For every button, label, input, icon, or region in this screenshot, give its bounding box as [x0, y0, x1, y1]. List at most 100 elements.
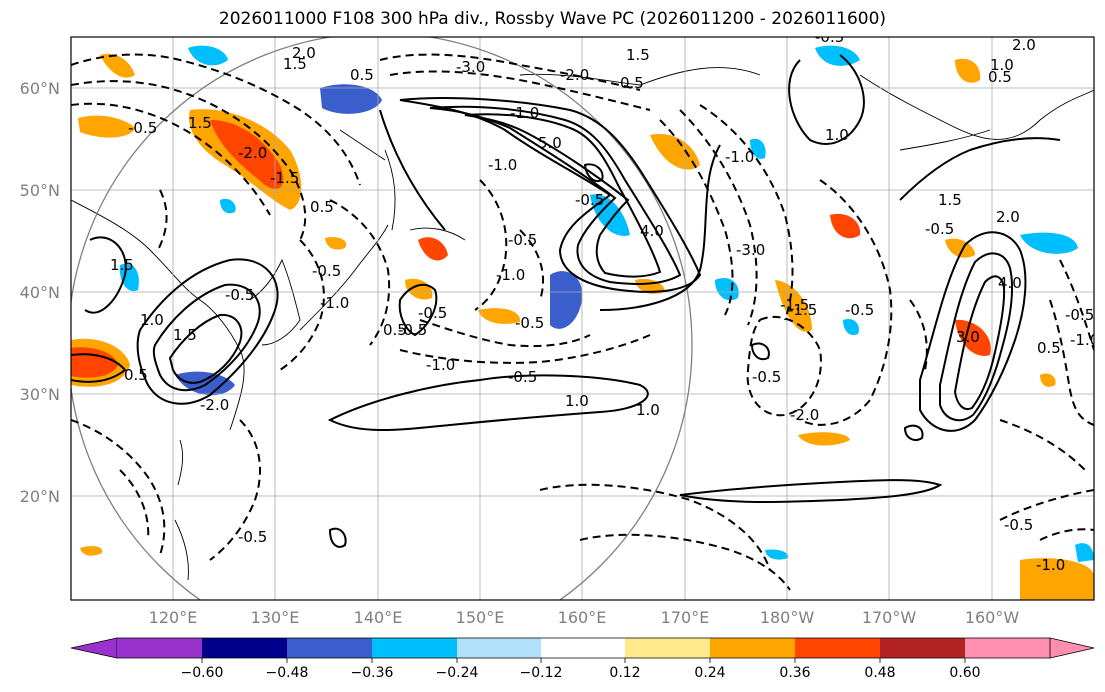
- colorbar-tick-label: 0.60: [949, 665, 980, 681]
- contour-label: -3.0: [456, 58, 485, 76]
- contour-label: -1.0: [1036, 556, 1065, 574]
- contour-label: -0.5: [1065, 306, 1094, 324]
- contour-label: 0.5: [988, 68, 1012, 86]
- colorbar-segment: [117, 638, 202, 658]
- lon-label: 150°E: [456, 608, 505, 627]
- contour-labels: 2.0 1.5 0.5 -3.0 -2.0 1.5 0.5 -0.5 1.5 -…: [110, 28, 1099, 574]
- colorbar-segment: [541, 638, 625, 658]
- contour-label: -0.5: [238, 528, 267, 546]
- contour-label: -0.5: [815, 28, 844, 46]
- map-frame: [70, 36, 1095, 601]
- contour-label: 2.0: [1012, 36, 1036, 54]
- contour-label: -1.0: [496, 266, 525, 284]
- colorbar-segment: [625, 638, 710, 658]
- contour-label: -0.5: [225, 286, 254, 304]
- contour-label: 0.5: [1037, 339, 1061, 357]
- contours-negative: [71, 53, 1094, 591]
- contour-label: -0.5: [515, 314, 544, 332]
- lon-label: 170°W: [862, 608, 917, 627]
- contour-label: 1.0: [825, 126, 849, 144]
- colorbar-tick-label: −0.36: [351, 665, 394, 681]
- colorbar-segment: [1049, 637, 1095, 659]
- colorbar-tick-label: 0.36: [779, 665, 810, 681]
- contour-label: -1.5: [270, 169, 299, 187]
- contours-positive: [71, 54, 1061, 548]
- contour-label: -2.0: [238, 144, 267, 162]
- lon-label: 140°E: [354, 608, 403, 627]
- contour-label: -0.5: [398, 321, 427, 339]
- contour-label: 1.5: [938, 191, 962, 209]
- coastlines: [71, 67, 1094, 581]
- colorbar-tick-label: 0.24: [694, 665, 725, 681]
- lat-label: 50°N: [20, 181, 60, 200]
- contour-label: -1.0: [320, 294, 349, 312]
- contour-label: 1.5: [283, 55, 307, 73]
- contour-label: -1.5: [788, 301, 817, 319]
- contour-label: -2.0: [790, 406, 819, 424]
- colorbar-segment: [710, 638, 795, 658]
- contour-label: -0.5: [312, 262, 341, 280]
- contour-label: -1.0: [488, 156, 517, 174]
- contour-label: -0.5: [752, 368, 781, 386]
- colorbar-segment: [457, 638, 541, 658]
- contour-label: -0.5: [508, 368, 537, 386]
- contour-label: 0.5: [124, 366, 148, 384]
- latitude-labels: 60°N 50°N 40°N 30°N 20°N: [20, 79, 60, 506]
- colorbar-segment: [70, 637, 118, 659]
- colorbar-segment: [965, 638, 1050, 658]
- contour-label: 4.0: [998, 274, 1022, 292]
- contour-label: 0.5: [350, 66, 374, 84]
- colorbar: −0.60 −0.48 −0.36 −0.24 −0.12 0.12 0.24 …: [70, 637, 1095, 681]
- lon-label: 170°E: [661, 608, 710, 627]
- contour-label: -0.5: [1004, 516, 1033, 534]
- contour-label: -0.5: [128, 119, 157, 137]
- contour-label: 3.0: [956, 328, 980, 346]
- contour-label: -1.0: [725, 148, 754, 166]
- colorbar-tick-label: −0.24: [436, 665, 479, 681]
- lon-label: 160°W: [965, 608, 1020, 627]
- map-title: 2026011000 F108 300 hPa div., Rossby Wav…: [218, 9, 887, 29]
- colorbar-segment: [372, 638, 457, 658]
- contour-label: 0.5: [310, 198, 334, 216]
- contour-label: 4.0: [640, 222, 664, 240]
- contour-label: -2.0: [560, 66, 589, 84]
- contour-label: 5.0: [538, 134, 562, 152]
- lat-label: 60°N: [20, 79, 60, 98]
- colorbar-segment: [880, 638, 965, 658]
- contour-label: -1.0: [1070, 331, 1099, 349]
- contour-label: 1.0: [990, 56, 1014, 74]
- contour-label: -0.5: [575, 191, 604, 209]
- contour-label: 1.5: [626, 46, 650, 64]
- contour-label: -0.5: [508, 231, 537, 249]
- contour-label: 1.5: [173, 326, 197, 344]
- contour-label: -0.5: [925, 220, 954, 238]
- colorbar-segment: [287, 638, 372, 658]
- colorbar-tick-label: −0.48: [266, 665, 309, 681]
- map-panel: 2.0 1.5 0.5 -3.0 -2.0 1.5 0.5 -0.5 1.5 -…: [71, 28, 1099, 600]
- contour-label: -1.0: [510, 104, 539, 122]
- contour-label: -1.0: [426, 356, 455, 374]
- contour-label: -3.0: [736, 241, 765, 259]
- colorbar-tick-label: −0.60: [181, 665, 224, 681]
- colorbar-tick-label: 0.12: [609, 665, 640, 681]
- colorbar-tick-label: 0.48: [864, 665, 895, 681]
- lon-label: 120°E: [149, 608, 198, 627]
- contour-label: 2.0: [292, 44, 316, 62]
- contour-label: 1.0: [140, 311, 164, 329]
- contour-label: 1.5: [188, 114, 212, 132]
- lat-label: 20°N: [20, 487, 60, 506]
- lon-label: 180°W: [760, 608, 815, 627]
- contour-label: 1.5: [110, 256, 134, 274]
- contour-label: 1.0: [565, 392, 589, 410]
- lat-label: 30°N: [20, 385, 60, 404]
- contour-label: 2.0: [996, 208, 1020, 226]
- lon-label: 160°E: [558, 608, 607, 627]
- contour-label: -1.5: [780, 296, 809, 314]
- graticule: [71, 37, 1094, 600]
- contour-label: 0.5: [383, 321, 407, 339]
- contour-label: 1.0: [636, 401, 660, 419]
- colorbar-segment: [202, 638, 287, 658]
- contour-label: -2.0: [200, 396, 229, 414]
- reference-circle: [71, 37, 693, 600]
